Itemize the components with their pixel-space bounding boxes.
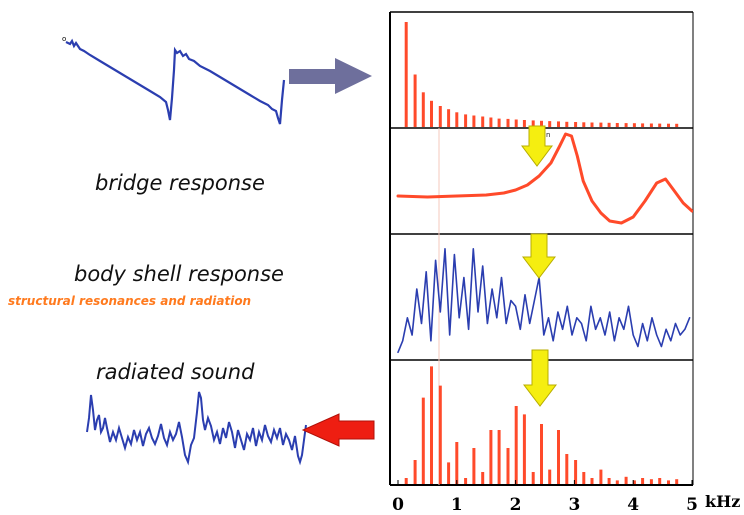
structural-resonances-label: structural resonances and radiation <box>8 294 252 308</box>
frequency-tick-label: 5 <box>686 495 698 515</box>
frequency-tick-label: 1 <box>451 495 463 515</box>
frequency-tick-label: 3 <box>568 495 580 515</box>
body-shell-response-line <box>397 248 691 354</box>
frequency-tick-labels: 0 1 2 3 4 5 <box>392 480 698 515</box>
radiated-sound-waveform <box>86 391 307 466</box>
yellow-down-arrow-icon <box>521 233 557 279</box>
frequency-tick-label: 0 <box>392 495 404 515</box>
sawtooth-start-marker: o <box>62 35 66 43</box>
yellow-down-arrow-icon <box>522 349 558 407</box>
panel-corner-marker: n <box>546 131 550 139</box>
frequency-tick-label: 4 <box>627 495 639 515</box>
grey-arrow-icon <box>289 58 372 94</box>
yellow-down-arrow-icon <box>521 125 553 167</box>
bridge-response-line <box>396 132 693 225</box>
input-spectrum-chart <box>404 22 679 127</box>
bridge-response-chart <box>396 132 693 225</box>
radiated-sound-label: radiated sound <box>96 360 255 384</box>
radiated-spectrum-chart <box>404 366 679 484</box>
sawtooth-waveform <box>65 38 286 125</box>
body-shell-response-chart <box>397 248 691 354</box>
red-arrow-icon <box>301 413 375 447</box>
frequency-tick-label: 2 <box>510 495 522 515</box>
frequency-unit-label: kHz <box>705 492 741 511</box>
bridge-response-label: bridge response <box>95 171 265 195</box>
body-shell-response-label: body shell response <box>74 262 284 286</box>
